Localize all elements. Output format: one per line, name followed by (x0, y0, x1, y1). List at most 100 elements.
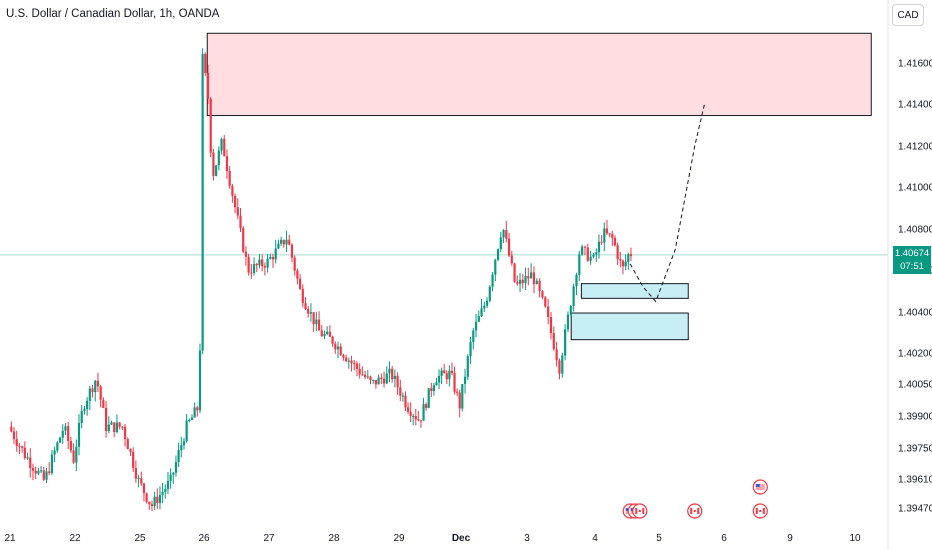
ca-flag-icon[interactable] (752, 503, 768, 519)
candle-body (532, 272, 536, 285)
candle-body (499, 237, 502, 250)
candle-body (180, 445, 183, 451)
candle-body (96, 380, 100, 387)
time-tick-label: 27 (263, 533, 275, 544)
candle-body (586, 247, 589, 261)
candle-body (472, 330, 475, 342)
candle-body (67, 426, 70, 441)
candle-body (312, 312, 315, 325)
candle-body (603, 228, 606, 243)
candle-body (274, 248, 277, 260)
candle-body (271, 257, 275, 260)
events-layer (622, 479, 768, 519)
candle-body (483, 305, 486, 309)
candle-body (323, 333, 326, 337)
candle-body (164, 489, 167, 492)
candle-body (406, 407, 410, 412)
time-axis[interactable]: 21 22 25 26 27 28 29 Dec 3 4 5 6 9 10 (4, 533, 861, 544)
candle-body (437, 375, 441, 383)
candle-body (627, 254, 630, 262)
candle-body (339, 346, 342, 356)
candle-body (261, 259, 264, 267)
candle-body (377, 377, 380, 385)
candle-body (388, 368, 391, 374)
candle-body (217, 150, 220, 166)
candle-body (247, 256, 250, 273)
candle-body (435, 382, 438, 386)
candle-body (196, 407, 199, 411)
candle-body (544, 297, 547, 307)
time-tick-label: 9 (787, 533, 793, 544)
candle-body (315, 319, 318, 325)
candle-body (417, 419, 420, 421)
candle-body (409, 411, 412, 417)
candle-body (494, 259, 497, 275)
candle-body (223, 138, 226, 157)
price-tick-label: 1.41400 (898, 100, 932, 111)
candle-body (285, 239, 288, 245)
candle-body (380, 377, 383, 379)
us-flag-icon[interactable] (752, 479, 768, 495)
candle-body (110, 422, 113, 425)
candle-body (527, 276, 530, 279)
candle-body (236, 207, 239, 216)
candle-body (361, 374, 364, 376)
candle-body (414, 416, 417, 420)
supply-zone (206, 32, 872, 117)
candle-body (18, 445, 21, 447)
candle-body (399, 387, 402, 396)
time-tick-label: 21 (4, 533, 16, 544)
candle-body (198, 350, 202, 411)
candle-body (206, 72, 210, 99)
candle-body (177, 450, 180, 463)
candle-body (619, 259, 622, 261)
candle-body (280, 239, 283, 244)
candle-body (140, 478, 143, 484)
candle-body (233, 195, 237, 208)
candle-body (118, 422, 121, 427)
time-tick-label: 26 (198, 533, 210, 544)
candle-body (396, 375, 399, 388)
candle-body (39, 470, 43, 472)
ca-flag-icon[interactable] (632, 503, 648, 519)
candle-body (592, 254, 595, 257)
candle-body (391, 368, 394, 380)
candle-body (363, 374, 367, 378)
candle-body (575, 274, 578, 287)
candle-body (244, 251, 248, 257)
candle-body (228, 171, 231, 186)
candle-body (239, 215, 242, 229)
candle-body (317, 319, 321, 331)
chart-title: U.S. Dollar / Canadian Dollar, 1h, OANDA (6, 8, 220, 20)
candle-body (425, 404, 428, 408)
candle-body (307, 308, 310, 314)
candle-body (134, 467, 137, 479)
price-tick-label: 1.41200 (898, 142, 932, 153)
candle-body (148, 501, 151, 505)
candle-body (353, 363, 356, 365)
candle-body (263, 266, 266, 268)
candle-body (113, 422, 116, 433)
candle-body (48, 471, 51, 473)
candle-body (137, 478, 140, 480)
candle-body (72, 450, 75, 463)
candle-body (88, 388, 91, 401)
price-tick-label: 1.40400 (898, 308, 932, 319)
candle-body (269, 257, 272, 259)
price-tick-label: 1.40800 (898, 225, 932, 236)
candle-body (50, 454, 54, 473)
price-tick-label: 1.39610 (898, 475, 932, 486)
candle-body (201, 53, 204, 351)
candle-body (347, 360, 350, 362)
candle-body (320, 330, 323, 337)
candle-body (502, 229, 505, 238)
currency-button[interactable]: CAD (892, 4, 924, 26)
candle-body (42, 470, 45, 480)
ca-flag-icon[interactable] (687, 503, 703, 519)
candle-body (524, 276, 527, 284)
candle-body (80, 411, 83, 424)
candle-body (250, 272, 253, 274)
current-price-tag: 1.40674 07:51 (893, 246, 931, 274)
price-axis[interactable]: 1.416001.414001.412001.410001.408001.406… (898, 59, 932, 515)
